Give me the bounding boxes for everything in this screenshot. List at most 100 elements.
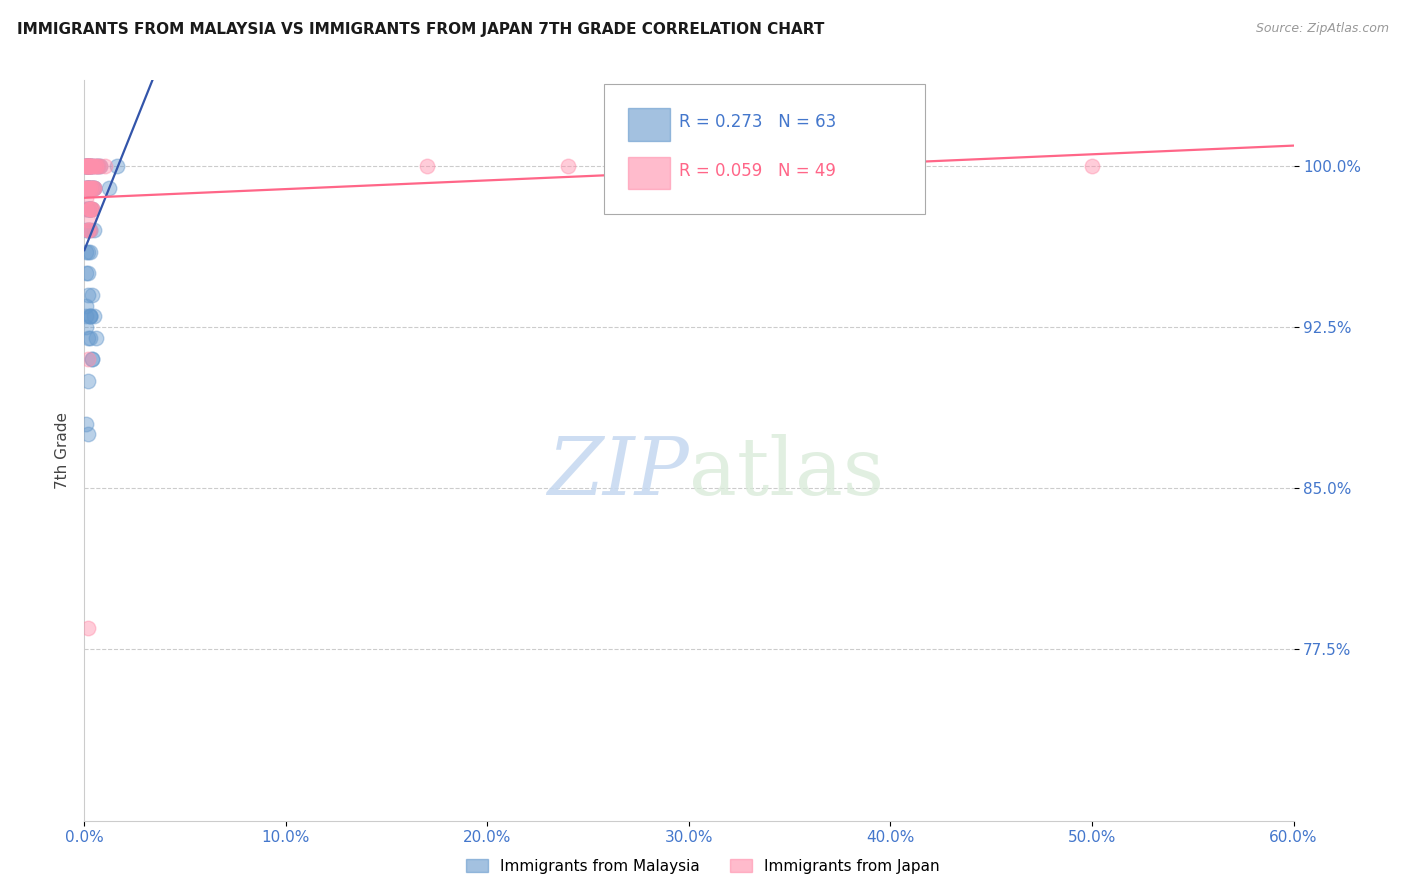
Point: [79, 180, 101, 194]
Point: [82, 180, 104, 194]
Point: [77, 180, 100, 194]
Text: R = 0.059   N = 49: R = 0.059 N = 49: [679, 162, 837, 180]
Point: [83, 180, 105, 194]
Point: [77, 288, 100, 302]
Point: [82, 180, 104, 194]
Point: [75, 159, 97, 173]
Point: [77, 202, 100, 216]
Point: [75, 159, 97, 173]
Point: [79, 202, 101, 216]
Point: [86, 159, 108, 173]
Point: [82, 352, 104, 367]
Point: [75, 417, 97, 431]
Point: [82, 352, 104, 367]
Point: [1081, 159, 1104, 173]
Point: [83, 159, 105, 173]
Point: [77, 620, 100, 634]
Point: [79, 202, 101, 216]
Y-axis label: 7th Grade: 7th Grade: [55, 412, 70, 489]
Point: [82, 159, 104, 173]
Point: [77, 223, 100, 237]
Point: [79, 202, 101, 216]
FancyBboxPatch shape: [628, 156, 669, 189]
Point: [82, 159, 104, 173]
Point: [79, 159, 101, 173]
Point: [75, 180, 97, 194]
Point: [79, 223, 101, 237]
Point: [75, 159, 97, 173]
Point: [83, 180, 105, 194]
Point: [75, 180, 97, 194]
Point: [79, 202, 101, 216]
Point: [82, 180, 104, 194]
Point: [82, 288, 104, 302]
Point: [75, 180, 97, 194]
Point: [75, 320, 97, 334]
Point: [79, 223, 101, 237]
Point: [77, 159, 100, 173]
Point: [79, 310, 101, 324]
Point: [105, 159, 128, 173]
Point: [79, 331, 101, 345]
Point: [77, 159, 100, 173]
Text: ZIP: ZIP: [547, 434, 689, 511]
Point: [77, 352, 100, 367]
Text: IMMIGRANTS FROM MALAYSIA VS IMMIGRANTS FROM JAPAN 7TH GRADE CORRELATION CHART: IMMIGRANTS FROM MALAYSIA VS IMMIGRANTS F…: [17, 22, 824, 37]
Point: [79, 159, 101, 173]
Point: [75, 159, 97, 173]
Point: [75, 223, 97, 237]
Point: [82, 180, 104, 194]
Point: [77, 202, 100, 216]
Point: [86, 331, 108, 345]
Point: [75, 299, 97, 313]
Point: [89, 159, 111, 173]
Point: [77, 223, 100, 237]
Point: [75, 159, 97, 173]
Point: [77, 159, 100, 173]
Point: [79, 310, 101, 324]
Point: [77, 212, 100, 227]
Point: [82, 202, 104, 216]
Point: [93, 159, 115, 173]
Point: [83, 180, 105, 194]
Point: [75, 159, 97, 173]
Point: [79, 310, 101, 324]
Point: [75, 202, 97, 216]
Point: [87, 159, 110, 173]
Point: [839, 159, 862, 173]
Point: [75, 159, 97, 173]
Point: [75, 180, 97, 194]
Point: [97, 180, 120, 194]
Point: [86, 159, 108, 173]
Point: [77, 180, 100, 194]
Point: [82, 159, 104, 173]
Point: [83, 223, 105, 237]
FancyBboxPatch shape: [628, 109, 669, 141]
Point: [77, 244, 100, 259]
Point: [89, 159, 111, 173]
Point: [75, 180, 97, 194]
Point: [77, 159, 100, 173]
Point: [77, 223, 100, 237]
Text: R = 0.273   N = 63: R = 0.273 N = 63: [679, 113, 837, 131]
Point: [77, 331, 100, 345]
Point: [77, 159, 100, 173]
Point: [79, 159, 101, 173]
Point: [77, 159, 100, 173]
Text: Source: ZipAtlas.com: Source: ZipAtlas.com: [1256, 22, 1389, 36]
Point: [75, 191, 97, 205]
Point: [79, 202, 101, 216]
Point: [75, 159, 97, 173]
Point: [75, 202, 97, 216]
Point: [75, 159, 97, 173]
Point: [83, 180, 105, 194]
Point: [79, 244, 101, 259]
Point: [77, 427, 100, 442]
Point: [87, 159, 110, 173]
Point: [79, 202, 101, 216]
Point: [86, 159, 108, 173]
Point: [75, 267, 97, 281]
Point: [77, 180, 100, 194]
Text: atlas: atlas: [689, 434, 884, 512]
Point: [416, 159, 439, 173]
